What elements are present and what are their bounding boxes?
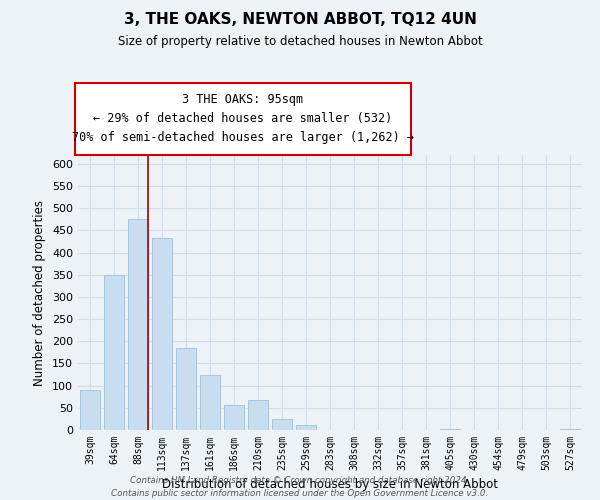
Text: Size of property relative to detached houses in Newton Abbot: Size of property relative to detached ho… <box>118 35 482 48</box>
Bar <box>248 400 268 430</box>
Bar <box>560 428 580 430</box>
Text: 3, THE OAKS, NEWTON ABBOT, TQ12 4UN: 3, THE OAKS, NEWTON ABBOT, TQ12 4UN <box>124 12 476 28</box>
Text: Contains HM Land Registry data © Crown copyright and database right 2024.
Contai: Contains HM Land Registry data © Crown c… <box>112 476 488 498</box>
Bar <box>200 376 220 430</box>
Bar <box>128 220 148 430</box>
Bar <box>296 424 316 430</box>
Y-axis label: Number of detached properties: Number of detached properties <box>34 200 46 386</box>
Bar <box>176 348 196 430</box>
Bar <box>80 390 100 430</box>
Text: ← 29% of detached houses are smaller (532): ← 29% of detached houses are smaller (53… <box>94 112 392 125</box>
Bar <box>152 238 172 430</box>
Bar <box>272 419 292 430</box>
Bar <box>104 275 124 430</box>
X-axis label: Distribution of detached houses by size in Newton Abbot: Distribution of detached houses by size … <box>162 478 498 492</box>
Bar <box>440 428 460 430</box>
Text: 70% of semi-detached houses are larger (1,262) →: 70% of semi-detached houses are larger (… <box>72 131 414 144</box>
Bar <box>224 404 244 430</box>
Text: 3 THE OAKS: 95sqm: 3 THE OAKS: 95sqm <box>182 94 304 106</box>
